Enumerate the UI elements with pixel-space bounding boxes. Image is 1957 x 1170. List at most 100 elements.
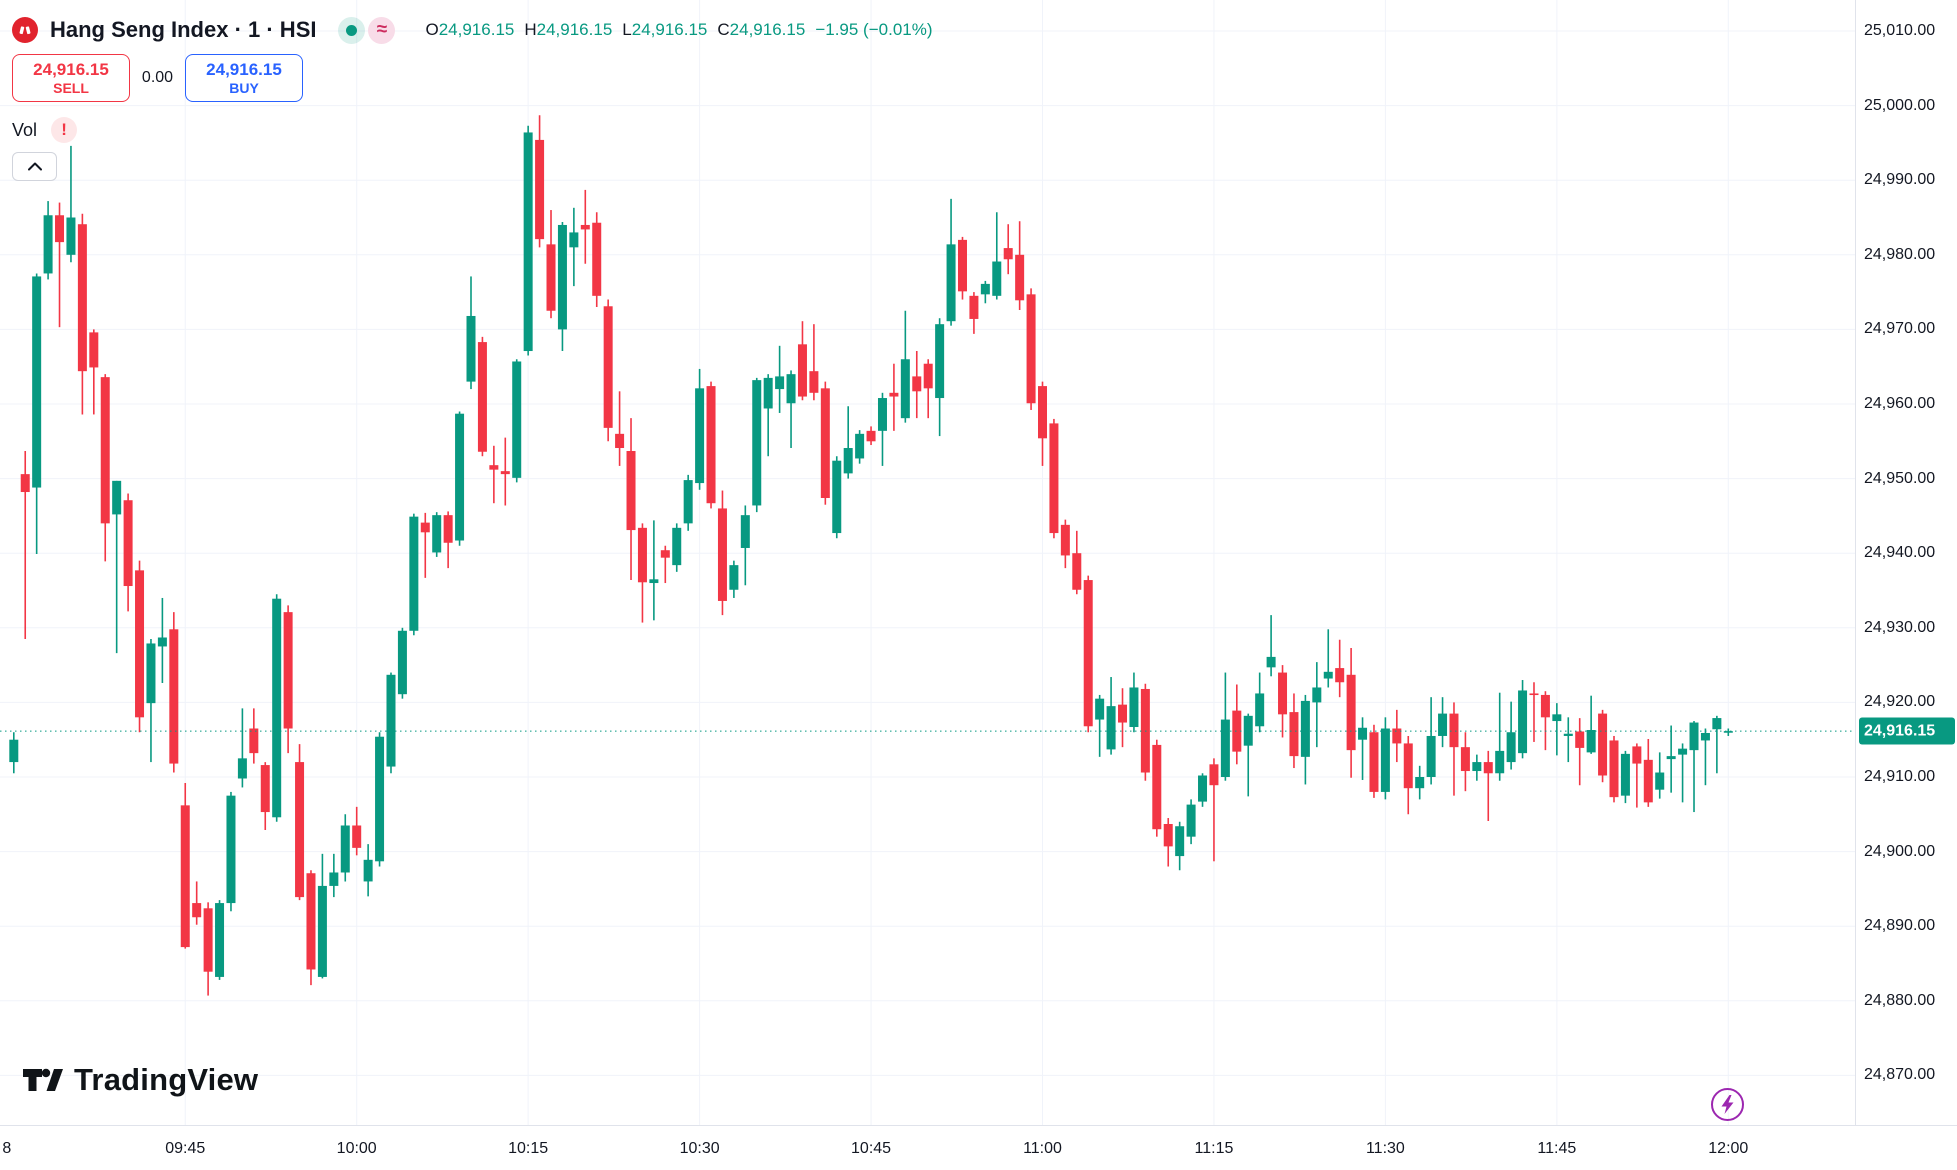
candle[interactable] — [420, 512, 430, 578]
candle[interactable] — [649, 520, 659, 621]
candle[interactable] — [1426, 697, 1436, 785]
candle[interactable] — [797, 321, 807, 401]
candle[interactable] — [935, 318, 945, 437]
candle[interactable] — [455, 411, 465, 546]
candle[interactable] — [1655, 752, 1665, 799]
candle[interactable] — [1015, 221, 1025, 311]
candle[interactable] — [523, 125, 533, 356]
candle[interactable] — [215, 900, 225, 980]
candle[interactable] — [1140, 683, 1150, 781]
candle[interactable] — [397, 627, 407, 699]
candle[interactable] — [1152, 739, 1162, 837]
candle[interactable] — [1232, 684, 1242, 765]
candle[interactable] — [443, 511, 453, 569]
candle[interactable] — [55, 202, 65, 328]
candle[interactable] — [112, 480, 122, 654]
candle[interactable] — [1026, 288, 1036, 410]
candle[interactable] — [889, 363, 899, 431]
candle[interactable] — [169, 612, 179, 773]
candle[interactable] — [1335, 639, 1345, 698]
candle[interactable] — [1700, 728, 1710, 786]
buy-button[interactable]: 24,916.15 BUY — [185, 54, 303, 102]
candle[interactable] — [637, 523, 647, 623]
candle[interactable] — [1083, 575, 1093, 733]
candle[interactable] — [763, 374, 773, 457]
time-axis[interactable]: 8 09:45 10:00 10:15 10:30 10:45 11:00 11:15 11:3… — [0, 1125, 1957, 1170]
candle[interactable] — [580, 189, 590, 264]
candle[interactable] — [1060, 519, 1070, 569]
candle[interactable] — [695, 368, 705, 490]
candle[interactable] — [1038, 381, 1047, 466]
candle[interactable] — [683, 474, 693, 531]
candle[interactable] — [1575, 718, 1585, 786]
candle[interactable] — [1118, 688, 1128, 748]
candle[interactable] — [546, 210, 556, 319]
candle[interactable] — [272, 594, 282, 822]
candle[interactable] — [992, 212, 1002, 300]
candle[interactable] — [432, 512, 442, 557]
candle[interactable] — [1369, 724, 1379, 798]
candle[interactable] — [329, 853, 339, 898]
candle[interactable] — [1323, 629, 1333, 688]
candle[interactable] — [752, 377, 762, 513]
symbol-title[interactable]: Hang Seng Index · 1 · HSI — [50, 17, 317, 42]
candle[interactable] — [660, 545, 670, 584]
candle[interactable] — [1506, 701, 1516, 770]
candle[interactable] — [283, 605, 293, 754]
candle[interactable] — [1255, 672, 1265, 733]
candle[interactable] — [1095, 694, 1105, 757]
candle[interactable] — [249, 708, 259, 764]
candle[interactable] — [123, 493, 133, 612]
candle[interactable] — [500, 437, 510, 506]
candle[interactable] — [740, 505, 750, 586]
candle[interactable] — [1198, 773, 1208, 807]
candle[interactable] — [1632, 743, 1642, 808]
candle[interactable] — [775, 345, 785, 413]
candle[interactable] — [1072, 530, 1082, 595]
candle[interactable] — [363, 844, 373, 897]
candle[interactable] — [340, 814, 350, 882]
candle[interactable] — [146, 638, 156, 763]
candle[interactable] — [180, 782, 190, 949]
candle[interactable] — [1552, 703, 1562, 756]
candle[interactable] — [1220, 672, 1230, 781]
candle[interactable] — [1678, 743, 1688, 803]
candle[interactable] — [1643, 738, 1653, 807]
candle[interactable] — [295, 744, 305, 901]
candle[interactable] — [615, 391, 625, 466]
collapse-pane-button[interactable] — [12, 152, 57, 181]
candle[interactable] — [409, 513, 419, 636]
candle[interactable] — [1186, 799, 1196, 845]
candle[interactable] — [1483, 750, 1493, 822]
lightning-boost-icon[interactable] — [1709, 1086, 1746, 1123]
candle[interactable] — [226, 791, 236, 912]
candle[interactable] — [1518, 680, 1528, 759]
candle[interactable] — [1438, 697, 1448, 748]
candle[interactable] — [877, 392, 887, 466]
candle[interactable] — [923, 359, 933, 419]
candle[interactable] — [706, 381, 716, 509]
candle[interactable] — [1460, 732, 1470, 792]
candle[interactable] — [1449, 702, 1459, 796]
price-axis[interactable]: 25,010.00 25,000.00 24,990.00 24,980.00 24,9… — [1855, 0, 1957, 1125]
candle[interactable] — [306, 870, 316, 986]
candle[interactable] — [672, 523, 682, 572]
candle[interactable] — [489, 445, 499, 504]
candle[interactable] — [9, 732, 19, 774]
candle[interactable] — [43, 201, 53, 280]
candle[interactable] — [1666, 725, 1676, 793]
candle[interactable] — [1689, 721, 1699, 813]
candle[interactable] — [89, 329, 99, 415]
candle[interactable] — [1529, 682, 1539, 742]
candle[interactable] — [1392, 709, 1402, 763]
candle[interactable] — [1403, 735, 1413, 815]
candle[interactable] — [66, 145, 76, 263]
candle[interactable] — [569, 207, 579, 287]
candle[interactable] — [1415, 765, 1425, 800]
candle[interactable] — [729, 560, 739, 598]
candle[interactable] — [866, 426, 876, 446]
candle[interactable] — [1243, 713, 1253, 797]
candle[interactable] — [203, 902, 213, 996]
candle[interactable] — [32, 273, 42, 554]
candle[interactable] — [466, 276, 476, 390]
